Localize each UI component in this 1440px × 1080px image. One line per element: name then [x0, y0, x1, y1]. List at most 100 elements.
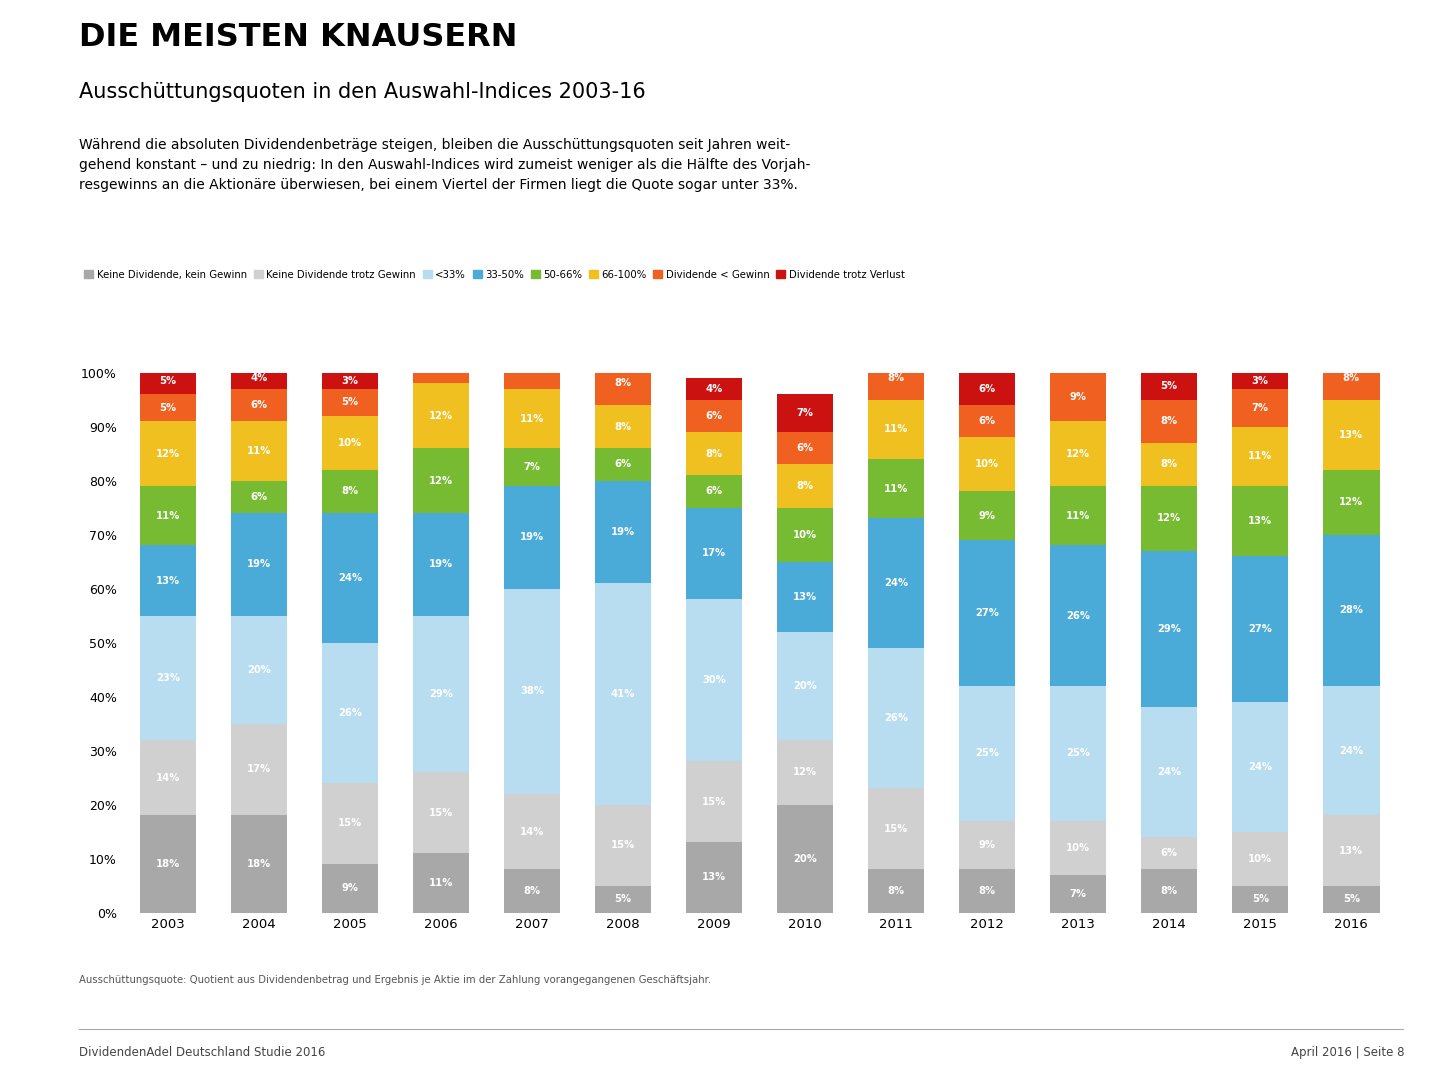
Bar — [1233, 486, 1289, 556]
Text: 7%: 7% — [1251, 403, 1269, 413]
Bar — [595, 805, 651, 886]
Bar — [504, 794, 560, 869]
Text: 19%: 19% — [611, 527, 635, 537]
Text: 15%: 15% — [611, 840, 635, 850]
Text: 6%: 6% — [615, 459, 632, 470]
Bar — [685, 599, 742, 761]
Bar — [685, 400, 742, 432]
Bar — [595, 362, 651, 405]
Bar — [140, 815, 196, 913]
Text: 18%: 18% — [156, 859, 180, 869]
Text: 13%: 13% — [793, 592, 816, 602]
Bar — [778, 432, 834, 464]
Bar — [1050, 421, 1106, 486]
Text: 3%: 3% — [615, 349, 632, 359]
Bar — [1140, 443, 1198, 486]
Text: 5%: 5% — [160, 376, 177, 386]
Bar — [868, 459, 924, 518]
Bar — [959, 491, 1015, 540]
Bar — [778, 394, 834, 432]
Text: 17%: 17% — [246, 765, 271, 774]
Bar — [1140, 373, 1198, 400]
Bar — [413, 853, 469, 913]
Text: 4%: 4% — [887, 340, 904, 351]
Bar — [595, 448, 651, 481]
Text: 20%: 20% — [248, 664, 271, 675]
Text: 5%: 5% — [1342, 894, 1359, 904]
Bar — [778, 805, 834, 913]
Text: 8%: 8% — [1161, 459, 1178, 470]
Bar — [959, 540, 1015, 686]
Bar — [595, 583, 651, 805]
Bar — [1323, 686, 1380, 815]
Text: 4%: 4% — [706, 383, 723, 394]
Bar — [1050, 373, 1106, 421]
Bar — [1323, 400, 1380, 470]
Bar — [321, 389, 379, 416]
Text: 27%: 27% — [975, 608, 999, 618]
Bar — [685, 378, 742, 400]
Text: 11%: 11% — [884, 484, 909, 494]
Text: 19%: 19% — [246, 559, 271, 569]
Bar — [778, 740, 834, 805]
Text: 24%: 24% — [1339, 745, 1364, 756]
Bar — [778, 562, 834, 632]
Text: 12%: 12% — [429, 410, 454, 421]
Text: 10%: 10% — [975, 459, 999, 470]
Text: 12%: 12% — [793, 767, 816, 778]
Text: 6%: 6% — [251, 491, 268, 502]
Bar — [413, 616, 469, 772]
Bar — [1233, 556, 1289, 702]
Bar — [504, 329, 560, 389]
Text: DIE MEISTEN KNAUSERN: DIE MEISTEN KNAUSERN — [79, 22, 518, 53]
Text: 8%: 8% — [706, 448, 723, 459]
Text: 8%: 8% — [796, 481, 814, 491]
Text: 11%: 11% — [246, 446, 271, 456]
Bar — [413, 448, 469, 513]
Text: 8%: 8% — [341, 486, 359, 497]
Bar — [1050, 545, 1106, 686]
Text: 14%: 14% — [520, 826, 544, 837]
Bar — [230, 724, 287, 815]
Bar — [1140, 400, 1198, 443]
Text: 28%: 28% — [1339, 605, 1364, 616]
Bar — [140, 367, 196, 394]
Text: 3%: 3% — [1251, 376, 1269, 386]
Text: 13%: 13% — [1339, 846, 1364, 855]
Bar — [959, 405, 1015, 437]
Bar — [140, 394, 196, 421]
Text: 11%: 11% — [520, 414, 544, 423]
Bar — [959, 437, 1015, 491]
Legend: Keine Dividende, kein Gewinn, Keine Dividende trotz Gewinn, <33%, 33-50%, 50-66%: Keine Dividende, kein Gewinn, Keine Divi… — [85, 270, 906, 280]
Text: 10%: 10% — [793, 529, 816, 540]
Bar — [868, 400, 924, 459]
Bar — [1323, 356, 1380, 400]
Bar — [778, 632, 834, 740]
Bar — [595, 346, 651, 362]
Text: 19%: 19% — [429, 559, 454, 569]
Text: 3%: 3% — [524, 316, 540, 326]
Bar — [321, 643, 379, 783]
Bar — [868, 518, 924, 648]
Bar — [959, 373, 1015, 405]
Text: 25%: 25% — [975, 748, 999, 758]
Bar — [230, 616, 287, 724]
Bar — [685, 432, 742, 475]
Bar — [595, 481, 651, 583]
Bar — [140, 740, 196, 815]
Bar — [413, 383, 469, 448]
Bar — [413, 772, 469, 853]
Bar — [504, 869, 560, 913]
Text: 12%: 12% — [1339, 497, 1364, 508]
Text: 20%: 20% — [793, 853, 816, 864]
Bar — [1323, 886, 1380, 913]
Text: Ausschüttungsquoten in den Auswahl-Indices 2003-16: Ausschüttungsquoten in den Auswahl-Indic… — [79, 82, 647, 103]
Bar — [321, 864, 379, 913]
Text: 29%: 29% — [429, 689, 454, 699]
Text: 5%: 5% — [341, 397, 359, 407]
Text: 8%: 8% — [1161, 416, 1178, 427]
Bar — [868, 869, 924, 913]
Text: 24%: 24% — [884, 578, 909, 589]
Text: 12%: 12% — [429, 475, 454, 486]
Text: 10%: 10% — [1248, 853, 1273, 864]
